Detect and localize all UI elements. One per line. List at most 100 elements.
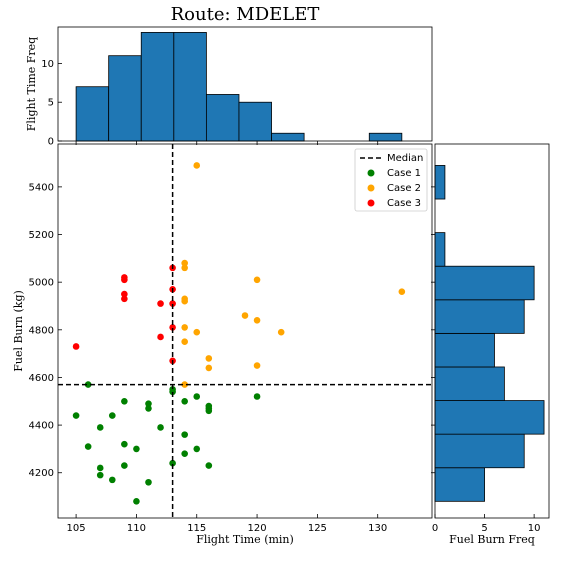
scatter-point-case1: [181, 397, 188, 405]
scatter-point-case3: [121, 276, 128, 284]
scatter-point-case3: [157, 300, 164, 307]
scatter-point-case1: [145, 478, 152, 486]
scatter-point-case2: [205, 355, 213, 362]
chart-title: Route: MDELET: [171, 4, 320, 25]
scatter-y-tick-label: 4400: [29, 421, 54, 432]
scatter-x-tick-label: 115: [187, 523, 206, 534]
scatter-point-case2: [253, 276, 261, 284]
scatter-point-case2: [193, 328, 201, 336]
scatter-x-tick-label: 105: [67, 523, 86, 534]
scatter-point-case1: [72, 412, 80, 419]
scatter-point-case1: [108, 412, 116, 419]
scatter-point-case1: [133, 445, 140, 453]
scatter-point-case1: [253, 393, 261, 400]
fuel-burn-bar: [434, 332, 495, 368]
scatter-plot: 105 110 115 120 125 130 4200 4400 4600 4800 5000 52…: [12, 143, 433, 546]
scatter-y-tick-label: 5000: [29, 278, 54, 289]
scatter-x-tick-label: 130: [368, 523, 387, 534]
scatter-frame: [57, 143, 433, 519]
flight-time-bar: [173, 32, 207, 142]
scatter-point-case3: [72, 343, 80, 350]
flight-time-bar: [368, 132, 403, 142]
scatter-point-case2: [181, 338, 188, 346]
scatter-point-case1: [145, 405, 152, 412]
scatter-ylabel: Fuel Burn (kg): [12, 290, 25, 372]
scatter-point-case1: [96, 471, 104, 479]
legend-case2-label: Case 2: [387, 183, 421, 194]
flight-time-bar: [205, 94, 240, 142]
fuel-burn-bar: [434, 232, 446, 267]
fuel-burn-bar: [434, 299, 525, 334]
scatter-y-tick-label: 4800: [29, 325, 54, 336]
scatter-point-case3: [121, 290, 128, 298]
right-hist-xlabel: Fuel Burn Freq: [449, 533, 535, 546]
scatter-point-case1: [84, 381, 92, 388]
top-hist-y-tick-label: 10: [41, 59, 54, 70]
fuel-burn-bar: [434, 265, 535, 301]
flight-time-bar: [238, 101, 272, 142]
legend-case1-label: Case 1: [387, 168, 421, 179]
flight-time-histogram: 0 5 10 Flight Time Freq: [25, 26, 433, 148]
scatter-point-case1: [169, 388, 176, 396]
scatter-x-tick-label: 125: [308, 523, 327, 534]
scatter-point-case1: [121, 397, 128, 405]
scatter-y-tick-label: 4200: [29, 468, 54, 479]
fuel-burn-bar: [434, 366, 505, 401]
right-hist-x-tick-label: 5: [481, 523, 487, 534]
scatter-point-case2: [181, 259, 188, 267]
scatter-point-case2: [181, 264, 188, 272]
flight-time-bar: [271, 132, 305, 142]
scatter-point-case1: [133, 498, 140, 505]
scatter-point-case1: [205, 462, 213, 469]
scatter-point-case2: [193, 162, 201, 169]
top-hist-frame: [57, 26, 433, 142]
legend-case3-label: Case 3: [387, 198, 421, 209]
fuel-burn-bar: [434, 165, 446, 200]
flight-time-bar: [140, 32, 175, 142]
scatter-point-case1: [181, 431, 188, 438]
fuel-burn-bar: [434, 433, 525, 469]
scatter-point-case1: [157, 424, 164, 431]
scatter-y-tick-label: 5400: [29, 182, 54, 193]
scatter-xlabel: Flight Time (min): [196, 533, 294, 546]
scatter-point-case2: [253, 316, 261, 324]
scatter-point-case3: [169, 324, 176, 331]
scatter-point-case3: [157, 333, 164, 341]
right-hist-x-tick-label: 10: [528, 523, 541, 534]
flight-time-bar: [75, 86, 110, 142]
legend-median-label: Median: [387, 153, 423, 164]
scatter-point-case2: [181, 324, 188, 331]
scatter-y-tick-label: 4600: [29, 373, 54, 384]
scatter-point-case3: [169, 300, 176, 307]
fuel-burn-bar: [434, 400, 545, 435]
scatter-point-case1: [169, 459, 176, 467]
scatter-point-case1: [96, 424, 104, 431]
scatter-point-case2: [205, 364, 213, 372]
scatter-point-case1: [121, 462, 128, 469]
legend-case3-swatch: [367, 199, 375, 207]
fuel-burn-bar: [434, 467, 485, 502]
scatter-point-case2: [181, 297, 188, 305]
fuel-burn-histogram: 0 5 10 Fuel Burn Freq: [431, 143, 550, 546]
flight-time-bar: [108, 55, 142, 142]
legend-case2-swatch: [367, 184, 375, 192]
scatter-point-case1: [108, 476, 116, 484]
scatter-point-case3: [121, 295, 128, 303]
scatter-x-tick-label: 120: [248, 523, 267, 534]
scatter-point-case1: [193, 393, 201, 400]
right-hist-frame: [434, 143, 550, 519]
top-hist-y-tick-label: 0: [48, 137, 54, 148]
scatter-point-case2: [398, 288, 406, 295]
scatter-point-case1: [96, 464, 104, 472]
top-hist-y-tick-label: 5: [48, 98, 54, 109]
top-hist-ylabel: Flight Time Freq: [25, 37, 38, 131]
scatter-x-tick-label: 110: [127, 523, 146, 534]
scatter-point-case1: [145, 400, 152, 407]
legend-case1-swatch: [367, 169, 375, 177]
scatter-point-case1: [121, 440, 128, 448]
right-hist-x-tick-label: 0: [432, 523, 438, 534]
scatter-point-case1: [205, 407, 213, 415]
scatter-point-case1: [181, 450, 188, 457]
legend-box: [354, 148, 428, 212]
